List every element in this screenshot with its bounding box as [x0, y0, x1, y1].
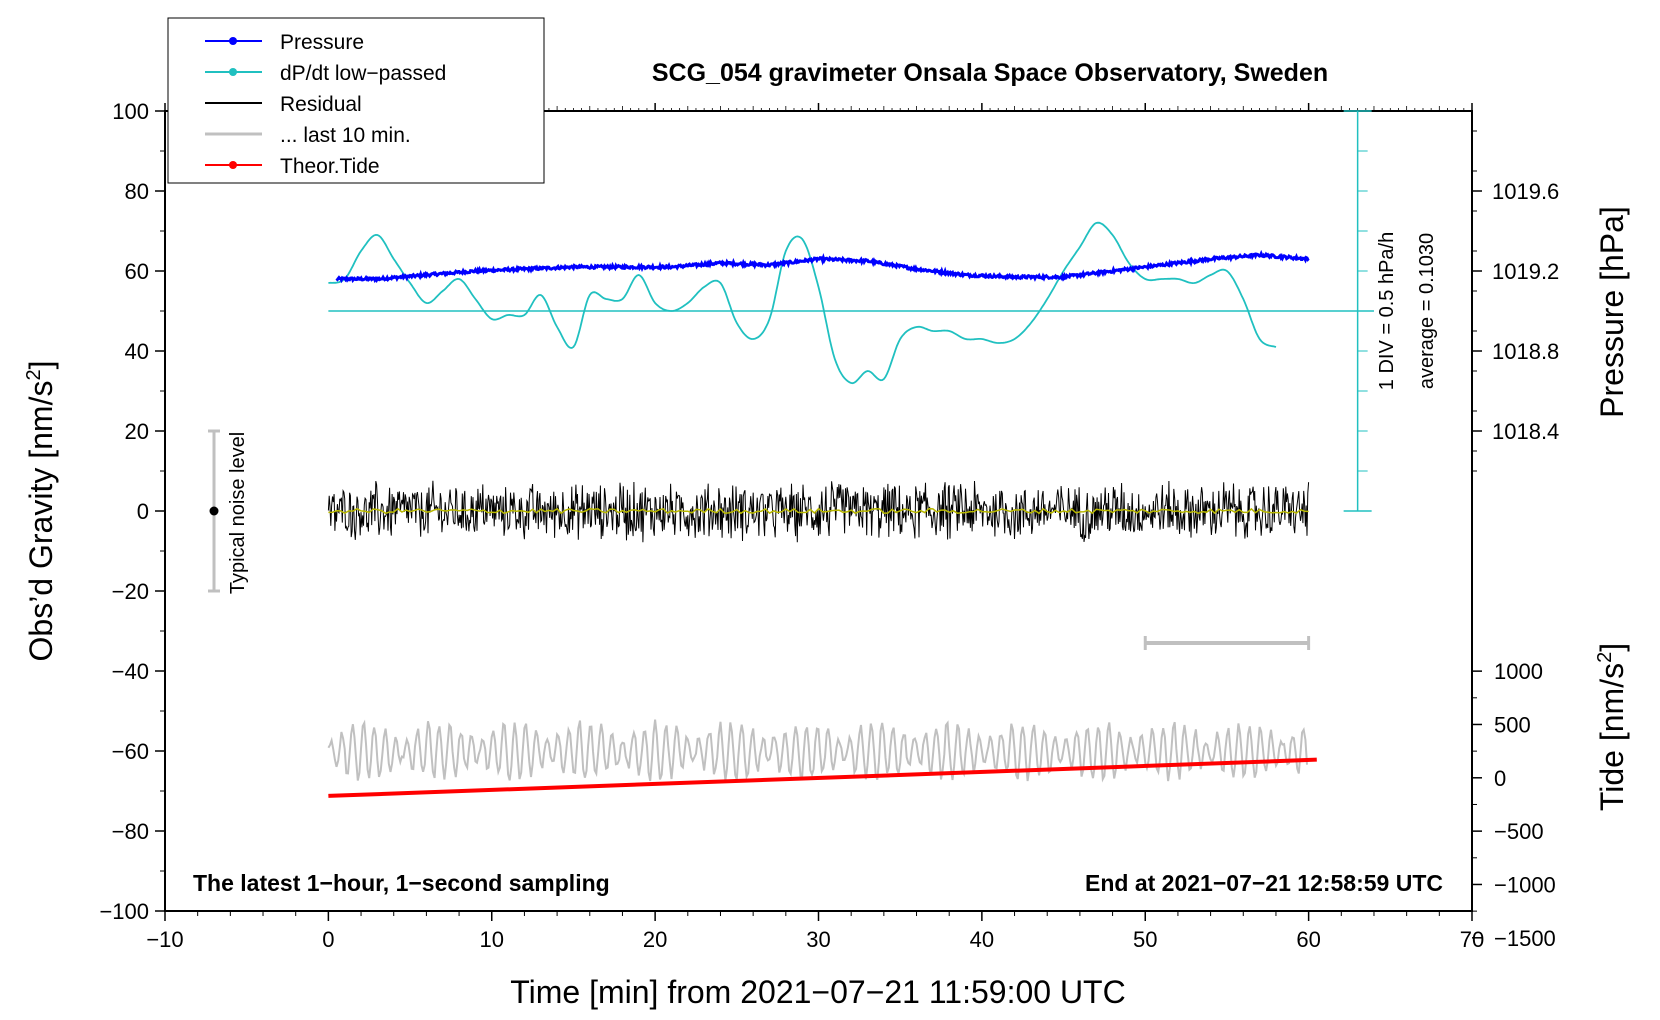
last10-line: [327, 719, 1308, 783]
y-axis-label-tide: Tide [nm/s2]: [1594, 643, 1630, 811]
x-tick-label: −10: [146, 927, 183, 952]
legend-box: [167, 17, 545, 184]
x-tick-label: 70: [1460, 927, 1484, 952]
pressure-tick-label: 1018.4: [1492, 419, 1559, 444]
tide-tick-label: −1500: [1494, 926, 1556, 951]
residual-smoothed-line: [328, 507, 1309, 515]
y-tick-label: 20: [125, 419, 149, 444]
legend-label: Theor.Tide: [280, 155, 380, 178]
div-label: 1 DIV = 0.5 hPa/h: [1376, 232, 1398, 390]
y-tick-label: −60: [112, 739, 149, 764]
x-tick-label: 40: [970, 927, 994, 952]
footer-left: The latest 1−hour, 1−second sampling: [193, 870, 610, 896]
pressure-line: [335, 249, 1310, 284]
x-tick-label: 0: [322, 927, 334, 952]
chart-title: SCG_054 gravimeter Onsala Space Observat…: [652, 59, 1328, 87]
tide-tick-label: −1000: [1494, 872, 1556, 897]
y-tick-label: 100: [112, 99, 149, 124]
y-tick-label: −40: [112, 659, 149, 684]
x-tick-label: 30: [806, 927, 830, 952]
average-label: average = 0.1030: [1416, 233, 1438, 389]
tide-tick-label: 500: [1494, 712, 1531, 737]
y-tick-label: 40: [125, 339, 149, 364]
legend-marker: [229, 161, 237, 169]
legend-label: ... last 10 min.: [280, 124, 411, 147]
axis-ticks: −10 0 10 20 30 40 50 60 70−100−80−60−40−20020406…: [99, 99, 1559, 952]
dpdt-line: [328, 221, 1277, 385]
series-layer: [208, 110, 1374, 798]
tide-tick-label: −500: [1494, 819, 1544, 844]
tide-tick-label: 0: [1494, 766, 1506, 791]
pressure-tick-label: 1019.6: [1492, 179, 1559, 204]
y-tick-label: 80: [125, 179, 149, 204]
x-tick-label: 10: [480, 927, 504, 952]
noise-label: Typical noise level: [227, 432, 249, 594]
y-tick-label: −20: [112, 579, 149, 604]
x-axis-label: Time [min] from 2021−07−21 11:59:00 UTC: [510, 974, 1125, 1010]
x-tick-label: 50: [1133, 927, 1157, 952]
x-tick-label: 20: [643, 927, 667, 952]
y-axis-label-left: Obs’d Gravity [nm/s2]: [23, 361, 59, 662]
x-tick-label: 60: [1296, 927, 1320, 952]
pressure-tick-label: 1018.8: [1492, 339, 1559, 364]
legend-label: dP/dt low−passed: [280, 62, 446, 85]
residual-line: [327, 480, 1310, 543]
pressure-tick-label: 1019.2: [1492, 259, 1559, 284]
legend-label: Residual: [280, 93, 362, 116]
y-tick-label: 0: [137, 499, 149, 524]
noise-bar-center: [209, 506, 219, 516]
tide-line: [328, 757, 1317, 798]
legend-marker: [229, 68, 237, 76]
tide-tick-label: 1000: [1494, 659, 1543, 684]
y-tick-label: −80: [112, 819, 149, 844]
footer-right: End at 2021−07−21 12:58:59 UTC: [1085, 870, 1443, 896]
y-axis-label-pressure: Pressure [hPa]: [1594, 206, 1630, 418]
y-tick-label: −100: [99, 899, 149, 924]
legend: Pressure dP/dt low−passed Residual ... last…: [167, 17, 545, 184]
legend-label: Pressure: [280, 31, 364, 54]
legend-marker: [229, 37, 237, 45]
y-tick-label: 60: [125, 259, 149, 284]
